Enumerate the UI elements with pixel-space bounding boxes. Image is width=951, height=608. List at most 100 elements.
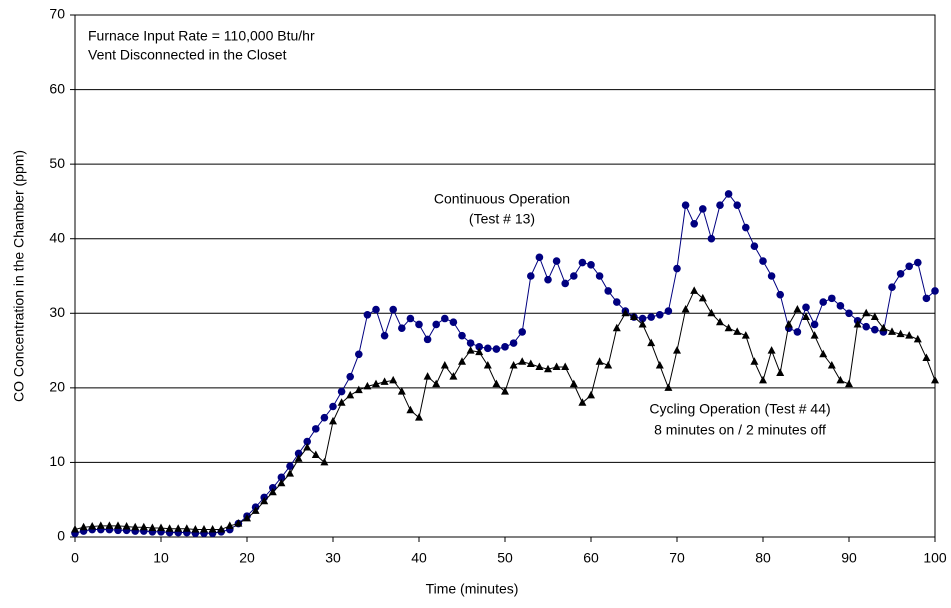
data-point: [793, 305, 802, 313]
data-point: [277, 473, 286, 482]
data-point: [329, 402, 337, 411]
data-point: [690, 286, 699, 294]
data-point: [647, 313, 655, 321]
data-point: [836, 302, 845, 310]
data-point: [750, 242, 759, 250]
data-point: [449, 318, 458, 327]
data-point: [535, 362, 544, 370]
data-point: [312, 425, 320, 433]
data-point: [191, 525, 200, 533]
data-point: [802, 312, 810, 321]
data-point: [724, 190, 733, 198]
data-point: [518, 328, 526, 336]
data-point: [380, 377, 389, 385]
data-point: [750, 357, 759, 365]
data-point: [759, 375, 767, 384]
data-point: [372, 305, 380, 314]
x-tick-label: 10: [153, 550, 169, 566]
data-point: [612, 323, 621, 332]
data-point: [561, 279, 569, 288]
data-point: [354, 385, 363, 394]
data-point: [483, 360, 492, 369]
data-point: [294, 449, 303, 458]
data-point: [604, 287, 612, 295]
y-tick-label: 60: [49, 80, 65, 96]
data-point: [733, 201, 741, 209]
data-point: [827, 360, 836, 369]
data-point: [466, 339, 475, 347]
data-point: [664, 383, 673, 391]
data-point: [363, 310, 372, 319]
data-point: [871, 325, 879, 334]
data-point: [105, 521, 114, 529]
data-point: [845, 309, 853, 318]
data-point: [561, 362, 570, 370]
data-point: [896, 329, 905, 338]
x-tick-label: 50: [497, 550, 513, 566]
data-point: [767, 346, 776, 354]
data-point: [225, 521, 234, 529]
data-point: [699, 205, 707, 213]
data-point: [638, 314, 647, 323]
x-tick-label: 20: [239, 550, 255, 566]
data-point: [475, 343, 484, 351]
data-point: [647, 338, 656, 347]
data-point: [914, 258, 922, 267]
plot-frame: [74, 14, 936, 538]
data-point: [569, 379, 578, 388]
data-point: [630, 312, 638, 321]
data-point: [690, 220, 698, 228]
annotation: Cycling Operation (Test # 44): [649, 401, 830, 417]
data-point: [552, 362, 561, 370]
data-point: [492, 379, 501, 388]
data-point: [810, 320, 819, 329]
data-point: [655, 360, 664, 369]
data-point: [664, 307, 673, 315]
data-point: [905, 331, 914, 339]
data-point: [716, 201, 724, 209]
data-point: [423, 372, 432, 380]
data-point: [776, 368, 785, 376]
data-point: [286, 462, 294, 470]
data-point: [372, 379, 380, 388]
data-point: [320, 457, 329, 466]
data-point: [733, 327, 742, 335]
data-point: [423, 335, 432, 344]
y-axis-label: CO Concentration in the Chamber (ppm): [11, 150, 27, 402]
data-point: [303, 437, 312, 446]
data-point: [931, 287, 939, 295]
data-point: [552, 257, 561, 265]
data-point: [570, 272, 578, 280]
data-point: [707, 234, 716, 243]
data-point: [208, 525, 217, 533]
data-point: [853, 319, 862, 328]
data-point: [724, 323, 733, 332]
data-point: [888, 327, 896, 335]
data-point: [896, 269, 905, 278]
data-point: [243, 513, 251, 522]
x-axis-label: Time (minutes): [426, 581, 519, 597]
data-point: [79, 522, 88, 531]
data-point: [71, 525, 79, 533]
data-point: [165, 524, 174, 532]
data-point: [88, 522, 97, 530]
data-point: [466, 346, 475, 354]
data-point: [767, 272, 776, 280]
data-point: [492, 345, 501, 353]
data-point: [587, 261, 595, 269]
data-point: [638, 319, 647, 328]
data-point: [440, 360, 449, 369]
data-point: [398, 324, 406, 333]
data-point: [458, 357, 466, 365]
data-point: [613, 298, 621, 306]
x-tick-label: 70: [669, 550, 685, 566]
data-point: [432, 379, 441, 388]
data-point: [604, 360, 613, 369]
y-tick-label: 30: [49, 304, 65, 320]
data-point: [862, 322, 870, 331]
data-point: [329, 416, 337, 425]
data-point: [294, 454, 303, 462]
data-point: [200, 525, 208, 533]
data-point: [544, 364, 552, 373]
